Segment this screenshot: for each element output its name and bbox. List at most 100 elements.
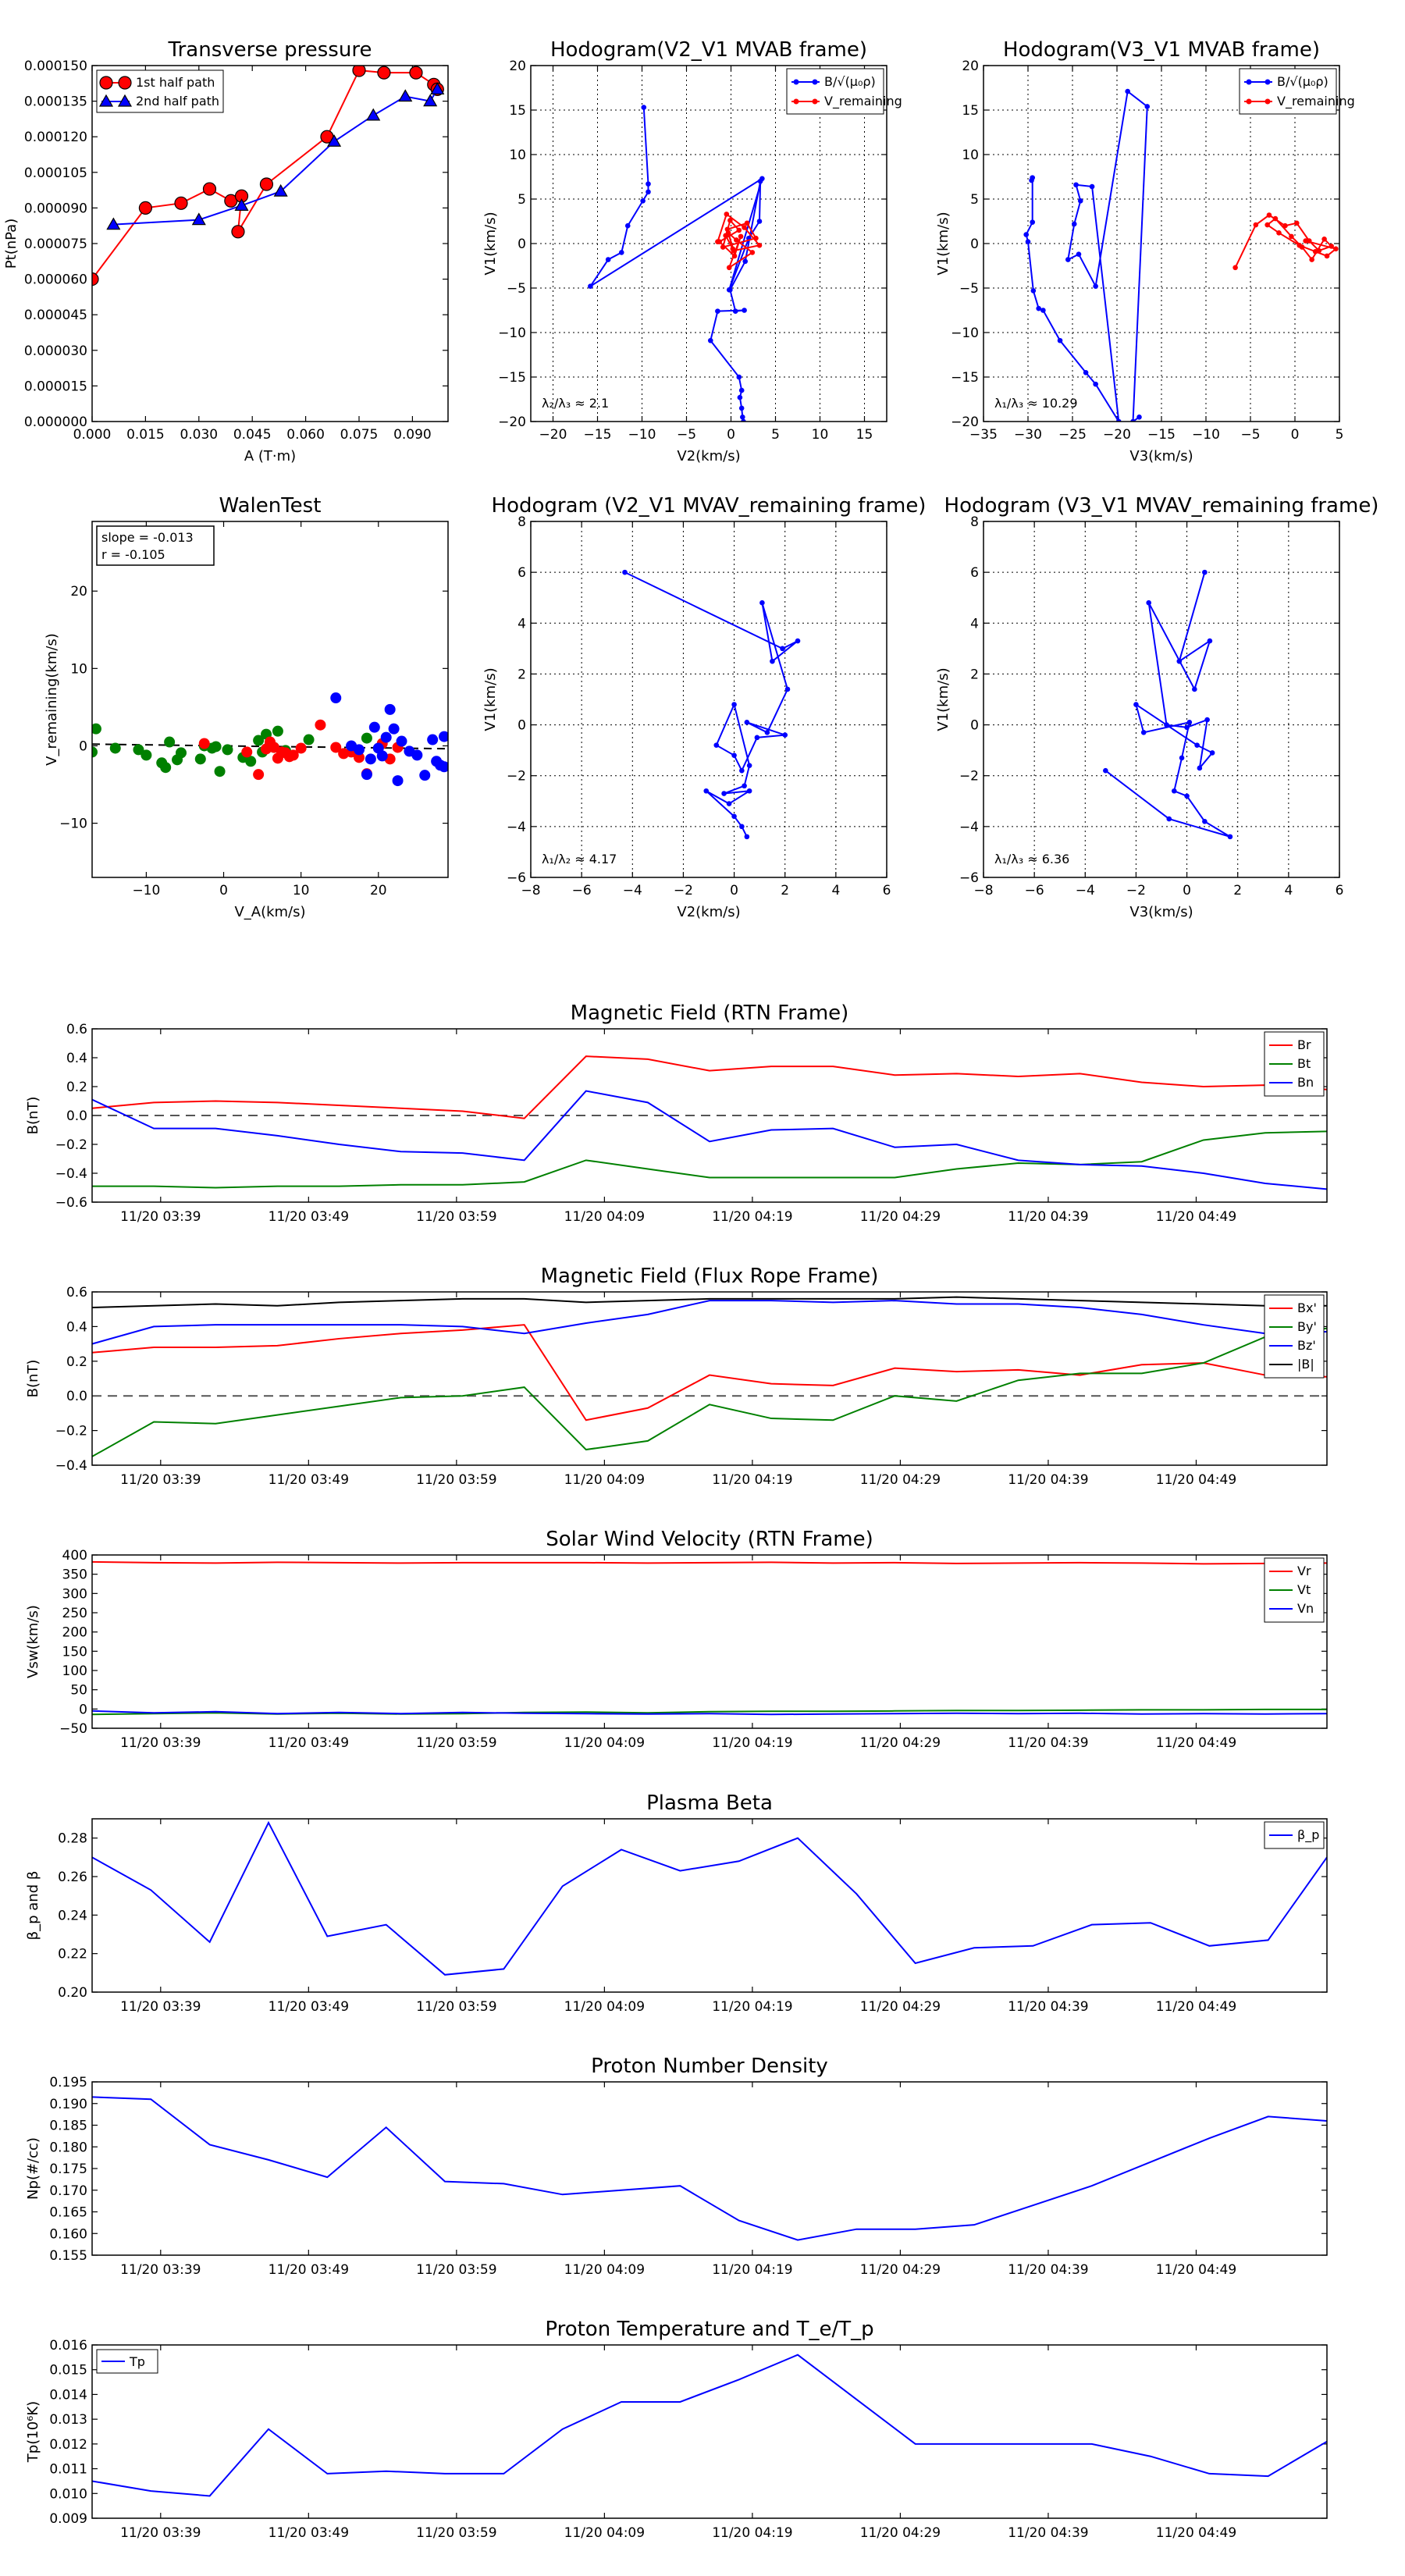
h2-vremaining-point bbox=[724, 212, 730, 217]
ts_b_rtn-series-br bbox=[92, 1055, 1327, 1119]
walen-stats-line: slope = -0.013 bbox=[101, 530, 194, 545]
h3r-xtick-label: −6 bbox=[1025, 883, 1044, 898]
h2r-v-point bbox=[739, 767, 745, 774]
h3r-ytick-label: 4 bbox=[970, 616, 979, 632]
walen-middle-point bbox=[241, 746, 253, 758]
ts_beta-xtick-label: 11/20 04:39 bbox=[1008, 1999, 1088, 2015]
h3-legend-marker bbox=[1246, 98, 1252, 105]
h2r-xtick-label: −8 bbox=[521, 883, 540, 898]
ts_v-ytick-label: 50 bbox=[70, 1683, 87, 1699]
h3-vremaining-point bbox=[1266, 212, 1272, 218]
h2-b-point bbox=[646, 181, 651, 187]
pt-xtick-label: 0.030 bbox=[180, 427, 218, 443]
ts_beta-title: Plasma Beta bbox=[646, 1791, 773, 1815]
ts_v-xtick-label: 11/20 04:39 bbox=[1008, 1735, 1088, 1751]
ts_v-xtick-label: 11/20 03:59 bbox=[416, 1735, 496, 1751]
h3r-v-point bbox=[1133, 702, 1139, 707]
ts_b_fr-ytick-label: −0.4 bbox=[55, 1458, 87, 1474]
pt-plot-frame bbox=[91, 65, 449, 422]
chart-ts_v: Solar Wind Velocity (RTN Frame) 11/20 03:… bbox=[25, 1528, 1328, 1751]
h3r-v-point bbox=[1186, 720, 1193, 725]
h3r-v-point bbox=[1194, 742, 1200, 748]
walen-late-point bbox=[361, 769, 372, 781]
h2r-v-point bbox=[622, 569, 628, 575]
h2r-v-point bbox=[739, 824, 745, 830]
ts_v-series-vr bbox=[92, 1560, 1327, 1565]
walen-xlabel: V_A(km/s) bbox=[234, 904, 305, 920]
chart-ts_beta: Plasma Beta 11/20 03:39 11/20 03:49 11/20 0… bbox=[25, 1791, 1328, 2015]
ts_v-xtick-label: 11/20 04:19 bbox=[712, 1735, 792, 1751]
h2-b-point bbox=[605, 257, 611, 262]
ts_beta-xtick-label: 11/20 04:49 bbox=[1156, 1999, 1236, 2015]
walen-middle-point bbox=[198, 738, 210, 749]
h2-b-point bbox=[646, 189, 651, 195]
h2r-v-point bbox=[726, 801, 732, 806]
h3-ytick-label: 5 bbox=[970, 192, 979, 208]
ts_tp-xtick-label: 11/20 03:39 bbox=[120, 2525, 201, 2541]
h3r-v-point bbox=[1103, 767, 1108, 774]
walen-late-point bbox=[380, 731, 392, 743]
ts_b_rtn-ytick-label: −0.2 bbox=[55, 1137, 87, 1153]
walen-middle-point bbox=[354, 752, 365, 763]
ts_tp-series-tp bbox=[92, 2354, 1327, 2497]
h2-ytick-label: −10 bbox=[498, 326, 526, 341]
pt-1sthalfpath-point bbox=[409, 66, 423, 80]
ts_v-ylabel: Vsw(km/s) bbox=[25, 1605, 41, 1678]
ts_b_rtn-ylabel: B(nT) bbox=[25, 1097, 41, 1135]
ts_v-plot-frame bbox=[91, 1554, 1328, 1729]
pt-ytick-label: 0.000060 bbox=[24, 272, 87, 288]
pt-xtick-label: 0.060 bbox=[286, 427, 325, 443]
chart-ts_b_fr: Magnetic Field (Flux Rope Frame) 11/20 03… bbox=[25, 1265, 1328, 1488]
ts_b_rtn-xtick-label: 11/20 04:09 bbox=[564, 1209, 645, 1225]
h2r-ytick-label: 0 bbox=[518, 718, 526, 734]
h2r-v-point bbox=[742, 783, 747, 789]
h2-legend-marker bbox=[812, 98, 818, 105]
h3-legend-marker bbox=[1264, 98, 1271, 105]
pt-1sthalfpath-point bbox=[202, 182, 217, 196]
h3-xtick-label: −20 bbox=[1103, 427, 1131, 443]
ts_tp-xtick-label: 11/20 04:39 bbox=[1008, 2525, 1088, 2541]
h3-legend-label: B/√(μ₀ρ) bbox=[1277, 74, 1329, 89]
h2r-v-point bbox=[770, 658, 775, 664]
h3-vremaining-point bbox=[1293, 220, 1300, 226]
ts_v-ytick-label: 0 bbox=[79, 1702, 87, 1717]
h2-ytick-label: 15 bbox=[509, 103, 526, 119]
ts_beta-ylabel: β_p and β bbox=[25, 1871, 41, 1941]
walen-xtick-label: 20 bbox=[370, 883, 387, 898]
ts_b_fr-legend-label: By' bbox=[1297, 1319, 1317, 1334]
pt-ytick-label: 0.000015 bbox=[24, 379, 87, 394]
walen-stats-box bbox=[96, 525, 215, 566]
pt-ytick-label: 0.000135 bbox=[24, 94, 87, 110]
h2r-v-point bbox=[780, 646, 785, 652]
ts_b_rtn-xtick-label: 11/20 03:59 bbox=[416, 1209, 496, 1225]
ts_tp-ylabel: Tp(10⁶K) bbox=[25, 2401, 41, 2463]
h3-b-point bbox=[1089, 183, 1095, 190]
h3-b-point bbox=[1136, 415, 1142, 420]
h2-b-point bbox=[640, 197, 646, 204]
h2-legend-box bbox=[786, 68, 884, 115]
ts_b_fr-legend-label: |B| bbox=[1297, 1357, 1314, 1372]
walen-early-point bbox=[361, 732, 372, 744]
ts_v-legend-label: Vt bbox=[1297, 1582, 1311, 1597]
h3-xtick-label: −25 bbox=[1058, 427, 1087, 443]
h2r-v-point bbox=[744, 834, 750, 840]
walen-plot-frame bbox=[91, 521, 449, 878]
h3r-v-point bbox=[1179, 755, 1185, 761]
ts_np-xtick-label: 11/20 03:59 bbox=[416, 2262, 496, 2278]
pt-xlabel: A (T·m) bbox=[244, 448, 296, 464]
ts_v-data-layer bbox=[92, 1560, 1327, 1716]
pt-ytick-label: 0.000000 bbox=[24, 415, 87, 430]
ts_tp-ytick-label: 0.012 bbox=[49, 2437, 87, 2453]
ts_v-ytick-label: 400 bbox=[62, 1548, 87, 1564]
ts_np-series-np bbox=[92, 2096, 1327, 2241]
ts_b_rtn-ytick-label: −0.4 bbox=[55, 1166, 87, 1182]
ts_b_rtn-ytick-label: 0.2 bbox=[66, 1080, 87, 1095]
walen-late-point bbox=[392, 775, 404, 787]
ts_np-xtick-label: 11/20 04:19 bbox=[712, 2262, 792, 2278]
walen-early-point bbox=[140, 749, 152, 761]
h2r-v-point bbox=[782, 732, 788, 738]
ts_v-xtick-label: 11/20 04:09 bbox=[564, 1735, 645, 1751]
walen-late-point bbox=[411, 749, 423, 761]
h2-vremaining-point bbox=[717, 239, 722, 245]
ts_b_fr-xtick-label: 11/20 03:59 bbox=[416, 1472, 496, 1488]
